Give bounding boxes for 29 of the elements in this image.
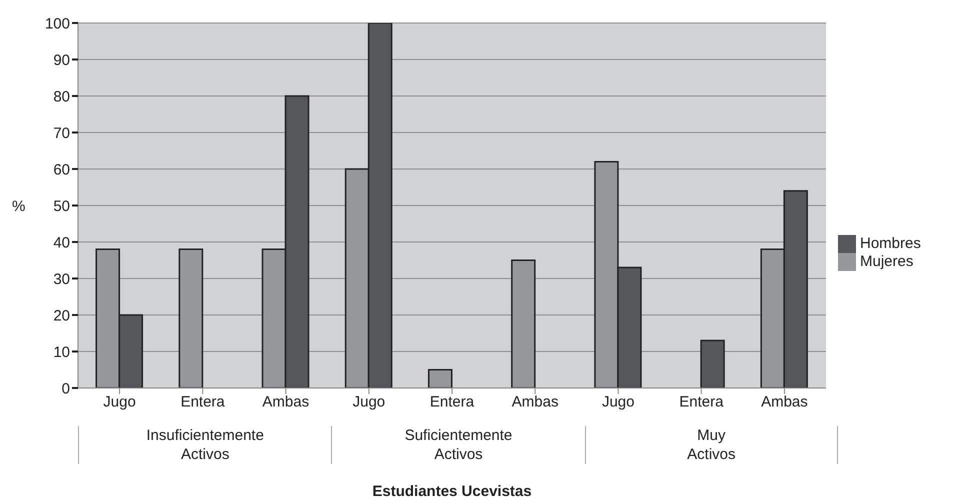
y-tick-label: 30 bbox=[53, 270, 70, 288]
x-tick-label: Entera bbox=[180, 394, 226, 411]
legend-label: Mujeres bbox=[860, 253, 914, 270]
y-tick-label: 50 bbox=[53, 198, 70, 215]
x-tick-label: Jugo bbox=[352, 394, 386, 411]
x-tick-label: Ambas bbox=[512, 394, 558, 411]
y-tick-label: 60 bbox=[53, 161, 70, 178]
x-tick-label: Jugo bbox=[103, 394, 136, 411]
y-tick-label: 100 bbox=[44, 15, 70, 32]
legend-label: Hombres bbox=[860, 234, 921, 252]
y-tick-label: 40 bbox=[53, 234, 70, 252]
y-tick-label: 80 bbox=[53, 88, 70, 106]
x-tick-label: Entera bbox=[679, 394, 724, 411]
text: Insuficientemente Activos bbox=[79, 426, 332, 464]
text: Muy Activos bbox=[586, 426, 837, 464]
text: Suficientemente Activos bbox=[332, 426, 585, 464]
bar bbox=[428, 369, 452, 388]
y-tick-label: 20 bbox=[53, 307, 70, 324]
y-tick-label: 70 bbox=[53, 124, 70, 142]
x-tick-label: Ambas bbox=[262, 394, 310, 411]
x-axis-title: Estudiantes Ucevistas bbox=[372, 483, 532, 500]
x-tick-label: Ambas bbox=[761, 394, 808, 411]
x-tick-label: Entera bbox=[430, 394, 475, 411]
y-axis-title: % bbox=[12, 198, 26, 215]
y-tick-label: 0 bbox=[62, 380, 70, 398]
y-tick-label: 10 bbox=[53, 344, 70, 361]
y-tick-label: 90 bbox=[53, 52, 70, 69]
x-tick-label: Jugo bbox=[602, 394, 634, 411]
bar bbox=[700, 340, 725, 388]
